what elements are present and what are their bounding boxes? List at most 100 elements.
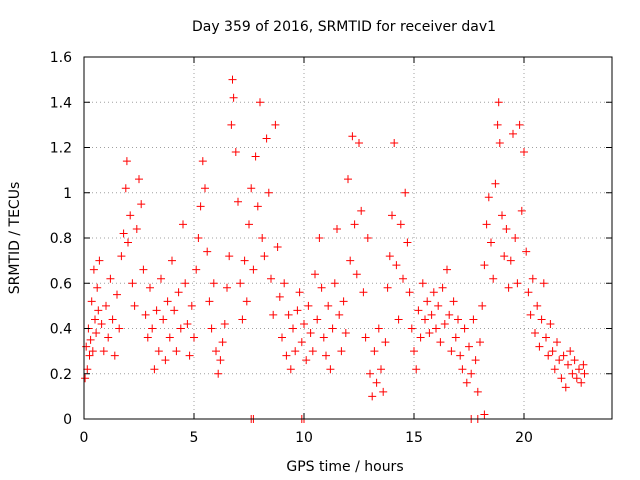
data-point — [284, 310, 293, 319]
data-point — [330, 279, 339, 288]
data-point — [280, 279, 289, 288]
data-point — [502, 224, 511, 233]
data-point — [520, 148, 528, 157]
data-point — [348, 132, 357, 141]
data-point — [447, 347, 456, 356]
data-point — [553, 338, 561, 347]
data-point — [524, 288, 533, 297]
data-point — [566, 347, 575, 356]
data-point — [366, 369, 374, 378]
data-point — [511, 234, 520, 242]
data-point — [579, 360, 588, 369]
data-point — [311, 270, 319, 279]
y-axis-label: SRMTID / TECUs — [7, 182, 23, 295]
data-point — [341, 329, 350, 338]
data-point — [449, 297, 458, 306]
data-point — [95, 256, 104, 265]
data-point — [493, 120, 502, 129]
data-point — [271, 120, 280, 129]
data-point — [300, 319, 308, 328]
data-point — [110, 351, 119, 360]
data-point — [517, 206, 526, 215]
data-point — [104, 333, 113, 342]
data-point — [86, 335, 95, 344]
data-point — [460, 324, 469, 333]
y-tick-label: 1 — [63, 186, 72, 202]
data-point — [260, 252, 269, 261]
data-point — [528, 274, 537, 283]
data-point — [170, 306, 179, 315]
data-point — [234, 197, 242, 206]
x-tick-label: 15 — [405, 430, 423, 446]
data-point — [328, 324, 337, 333]
data-point — [407, 324, 416, 333]
data-point — [282, 351, 291, 360]
data-point — [445, 310, 454, 319]
data-point — [157, 274, 165, 283]
data-point — [89, 265, 98, 274]
data-point — [238, 315, 247, 324]
data-point — [489, 274, 498, 283]
data-point — [247, 184, 256, 193]
x-tick-label: 5 — [190, 430, 199, 446]
data-point — [154, 347, 163, 356]
data-point — [410, 347, 418, 356]
data-point — [220, 319, 229, 328]
data-point — [82, 342, 91, 351]
data-point — [469, 315, 478, 324]
data-point — [187, 301, 196, 310]
data-point — [152, 306, 161, 315]
data-point — [291, 347, 300, 356]
data-point — [456, 351, 465, 360]
data-point — [515, 120, 524, 129]
data-point — [267, 274, 275, 283]
data-point — [564, 360, 572, 369]
data-point — [92, 329, 101, 338]
data-point — [381, 338, 390, 347]
data-point — [231, 148, 240, 157]
data-point — [414, 306, 423, 315]
data-point — [482, 220, 491, 229]
data-point — [438, 283, 447, 292]
data-point — [575, 365, 583, 374]
data-point — [196, 202, 205, 211]
data-point — [352, 270, 361, 279]
x-tick-label: 10 — [295, 430, 313, 446]
data-point — [115, 324, 124, 333]
data-point — [388, 211, 396, 220]
data-point — [87, 297, 96, 306]
data-point — [335, 310, 344, 319]
axis-ticks: 0 0.2 0.4 0.6 0.8 1 1.2 1.4 1.6 0 5 10 15 20 — [50, 50, 612, 446]
data-point — [146, 283, 154, 292]
data-point — [317, 283, 326, 292]
data-point — [304, 301, 313, 310]
data-point — [533, 301, 542, 310]
data-point — [269, 310, 278, 319]
data-point — [421, 315, 429, 324]
data-point — [396, 220, 405, 229]
data-point — [506, 256, 515, 265]
data-point — [143, 333, 152, 342]
data-point — [557, 374, 566, 383]
data-point — [577, 378, 586, 387]
data-point — [236, 279, 245, 288]
data-point — [357, 206, 366, 215]
data-point — [124, 238, 132, 247]
data-point — [427, 310, 436, 319]
data-point — [363, 234, 372, 242]
data-point — [315, 234, 324, 242]
data-point — [198, 157, 207, 166]
data-point — [117, 252, 126, 261]
data-point — [480, 261, 489, 270]
data-point — [121, 184, 130, 193]
data-point — [436, 338, 445, 347]
data-point — [440, 319, 449, 328]
data-point — [190, 333, 198, 342]
data-point — [306, 329, 315, 338]
data-point — [480, 410, 489, 419]
data-point — [209, 279, 218, 288]
data-point — [401, 188, 410, 197]
data-point — [385, 252, 394, 261]
data-point — [313, 315, 322, 324]
